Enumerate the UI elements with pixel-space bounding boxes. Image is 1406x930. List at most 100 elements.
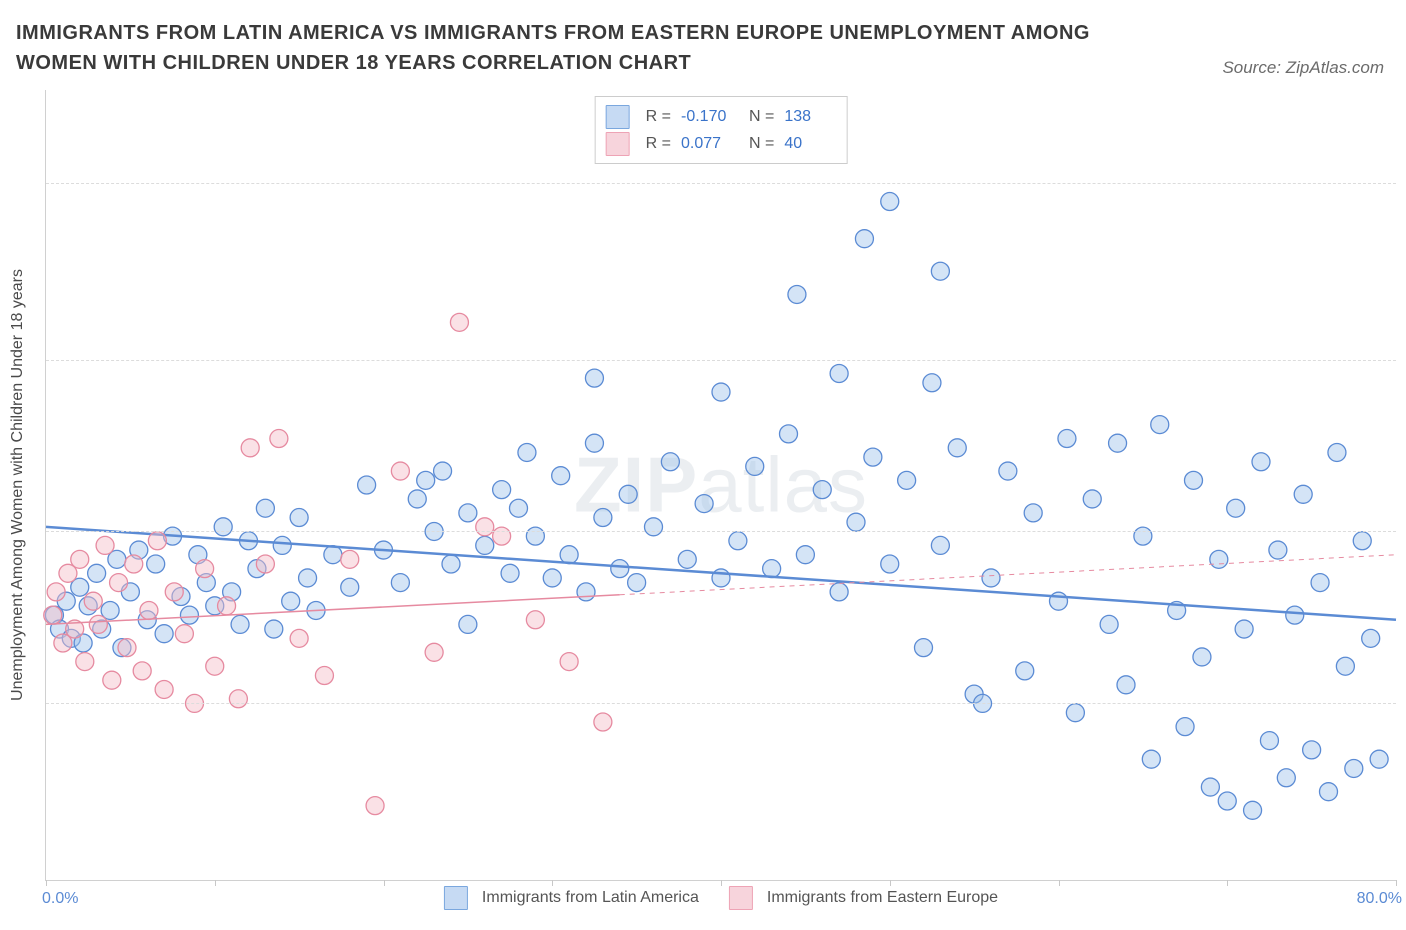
data-point <box>1218 792 1236 810</box>
data-point <box>923 374 941 392</box>
x-tick <box>1227 880 1228 886</box>
data-point <box>256 555 274 573</box>
data-point <box>1277 769 1295 787</box>
data-point <box>89 615 107 633</box>
data-point <box>780 425 798 443</box>
data-point <box>44 606 62 624</box>
data-point <box>847 513 865 531</box>
data-point <box>476 518 494 536</box>
data-point <box>1109 434 1127 452</box>
data-point <box>282 592 300 610</box>
x-axis-max-label: 80.0% <box>1357 890 1402 908</box>
data-point <box>148 532 166 550</box>
data-point <box>585 369 603 387</box>
data-point <box>1252 453 1270 471</box>
data-point <box>1142 750 1160 768</box>
data-point <box>84 592 102 610</box>
data-point <box>1345 759 1363 777</box>
data-point <box>645 518 663 536</box>
x-tick <box>46 880 47 886</box>
data-point <box>408 490 426 508</box>
data-point <box>931 262 949 280</box>
data-point <box>501 564 519 582</box>
y-tick-label: 15.0% <box>1401 174 1406 192</box>
data-point <box>526 527 544 545</box>
data-point <box>796 546 814 564</box>
data-point <box>1311 574 1329 592</box>
data-point <box>518 443 536 461</box>
data-point <box>1269 541 1287 559</box>
y-tick-label: 7.5% <box>1401 522 1406 540</box>
data-point <box>864 448 882 466</box>
x-tick <box>215 880 216 886</box>
data-point <box>366 797 384 815</box>
data-point <box>1176 718 1194 736</box>
data-point <box>1016 662 1034 680</box>
data-point <box>1362 629 1380 647</box>
data-point <box>948 439 966 457</box>
data-point <box>265 620 283 638</box>
data-point <box>1058 430 1076 448</box>
x-tick <box>721 880 722 886</box>
data-point <box>560 653 578 671</box>
data-point <box>1336 657 1354 675</box>
data-point <box>218 597 236 615</box>
data-point <box>391 462 409 480</box>
data-point <box>76 653 94 671</box>
data-point <box>155 680 173 698</box>
data-point <box>746 457 764 475</box>
grid-line <box>46 360 1396 361</box>
data-point <box>442 555 460 573</box>
data-point <box>510 499 528 517</box>
data-point <box>560 546 578 564</box>
data-point <box>1193 648 1211 666</box>
data-point <box>118 639 136 657</box>
grid-line <box>46 703 1396 704</box>
legend-swatch <box>729 886 753 910</box>
data-point <box>196 560 214 578</box>
data-point <box>133 662 151 680</box>
data-point <box>434 462 452 480</box>
data-point <box>1328 443 1346 461</box>
source-attribution: Source: ZipAtlas.com <box>1222 58 1384 78</box>
chart-svg <box>46 90 1396 880</box>
legend-bottom: Immigrants from Latin AmericaImmigrants … <box>444 886 998 910</box>
data-point <box>1353 532 1371 550</box>
data-point <box>140 601 158 619</box>
data-point <box>1227 499 1245 517</box>
data-point <box>577 583 595 601</box>
scatter-plot-area: ZIPatlas Unemployment Among Women with C… <box>45 90 1396 881</box>
data-point <box>425 643 443 661</box>
data-point <box>1370 750 1388 768</box>
data-point <box>915 639 933 657</box>
data-point <box>1294 485 1312 503</box>
data-point <box>1303 741 1321 759</box>
data-point <box>315 667 333 685</box>
data-point <box>103 671 121 689</box>
x-tick <box>384 880 385 886</box>
data-point <box>788 285 806 303</box>
data-point <box>1066 704 1084 722</box>
data-point <box>1286 606 1304 624</box>
data-point <box>628 574 646 592</box>
data-point <box>88 564 106 582</box>
data-point <box>594 713 612 731</box>
data-point <box>476 536 494 554</box>
data-point <box>493 481 511 499</box>
legend-label: Immigrants from Latin America <box>482 889 699 907</box>
chart-title: IMMIGRANTS FROM LATIN AMERICA VS IMMIGRA… <box>16 18 1116 78</box>
grid-line <box>46 531 1396 532</box>
data-point <box>290 629 308 647</box>
data-point <box>898 471 916 489</box>
data-point <box>543 569 561 587</box>
data-point <box>450 313 468 331</box>
data-point <box>241 439 259 457</box>
legend-swatch <box>444 886 468 910</box>
data-point <box>256 499 274 517</box>
data-point <box>214 518 232 536</box>
data-point <box>1210 550 1228 568</box>
data-point <box>1024 504 1042 522</box>
data-point <box>147 555 165 573</box>
data-point <box>585 434 603 452</box>
data-point <box>611 560 629 578</box>
